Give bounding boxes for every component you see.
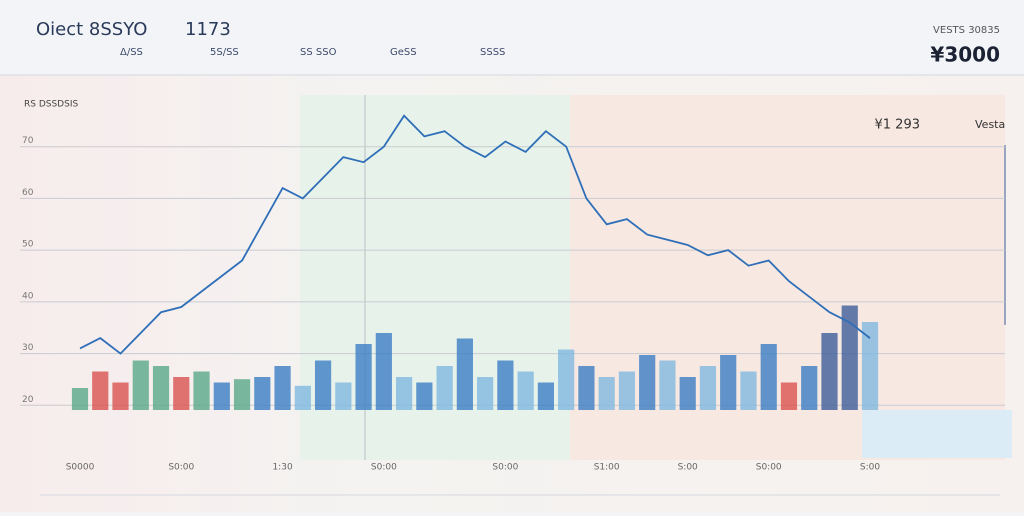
volume-bar	[213, 382, 230, 410]
code: 1173	[185, 19, 231, 40]
tab[interactable]: SS SSO	[300, 47, 337, 58]
y-tick-label: 40	[22, 291, 34, 301]
volume-bar	[71, 388, 89, 410]
last-price: ¥1 293	[875, 118, 921, 133]
corner-label: RS DSSDSIS	[24, 100, 78, 110]
volume-bar	[598, 377, 615, 410]
volume-bar	[699, 366, 717, 410]
x-tick-label: S0000	[66, 463, 95, 473]
x-tick-label: S1:00	[594, 463, 620, 473]
volume-bar	[841, 305, 858, 410]
volume-bar	[274, 366, 291, 410]
volume-bar	[659, 360, 676, 410]
volume-bar	[173, 377, 190, 410]
volume-bar	[112, 382, 129, 410]
y-tick-label: 60	[22, 188, 34, 198]
volume-bar	[720, 355, 737, 410]
x-tick-label: S0:00	[168, 463, 194, 473]
x-tick-label: S:00	[860, 463, 880, 473]
y-tick-label: 70	[22, 136, 34, 146]
volume-bar	[294, 385, 311, 410]
volume-bar	[760, 344, 777, 410]
volume-bar	[517, 371, 534, 410]
y-tick-label: 30	[22, 343, 34, 353]
volume-bar	[193, 371, 210, 410]
volume-bar	[396, 377, 413, 410]
header-bar	[0, 0, 1024, 75]
volume-bar	[679, 377, 696, 410]
x-tick-label: S0:00	[492, 463, 518, 473]
x-tick-label: S:00	[678, 463, 698, 473]
x-tick-label: S0:00	[756, 463, 782, 473]
tab[interactable]: SSSS	[480, 47, 505, 58]
volume-bar	[132, 360, 149, 410]
tabs: Δ/SS 5S/SS SS SSO GeSS SSSS	[120, 47, 505, 58]
volume-bar	[801, 366, 818, 410]
price: ¥3000	[930, 43, 1000, 67]
volume-bar	[254, 377, 271, 410]
volume-bar	[537, 382, 554, 410]
x-tick-label: 1:30	[272, 463, 292, 473]
volume-bar	[335, 382, 352, 410]
volume-bar	[92, 371, 109, 410]
y-tick-label: 50	[22, 240, 34, 250]
volume-bar	[416, 382, 433, 410]
volume-bar	[639, 355, 656, 410]
title: Oiect 8SSYO	[36, 19, 147, 40]
tab[interactable]: 5S/SS	[210, 47, 239, 58]
volume-bar	[578, 366, 595, 410]
volume-bar	[618, 371, 636, 410]
tab[interactable]: Δ/SS	[120, 47, 143, 58]
price-line	[79, 114, 871, 355]
volume-bar	[314, 360, 332, 410]
y-tick-label: 20	[22, 395, 34, 405]
zone-blue	[862, 410, 1012, 458]
volume-bar	[233, 379, 251, 410]
tab[interactable]: GeSS	[390, 47, 417, 58]
price-caption: VESTS 30835	[933, 25, 1000, 36]
volume-bar	[436, 366, 453, 410]
volume-bar	[821, 333, 838, 410]
last-label: Vesta	[975, 118, 1005, 131]
volume-bar	[456, 338, 473, 410]
volume-bar	[780, 382, 798, 410]
volume-bar	[740, 371, 757, 410]
volume-bar	[477, 377, 494, 410]
volume-bar	[152, 366, 170, 410]
volume-bar	[355, 344, 372, 410]
x-tick-label: S0:00	[371, 463, 397, 473]
volume-bar	[861, 322, 879, 410]
volume-bar	[375, 333, 392, 410]
volume-bar	[497, 360, 514, 410]
volume-bar	[558, 349, 575, 410]
